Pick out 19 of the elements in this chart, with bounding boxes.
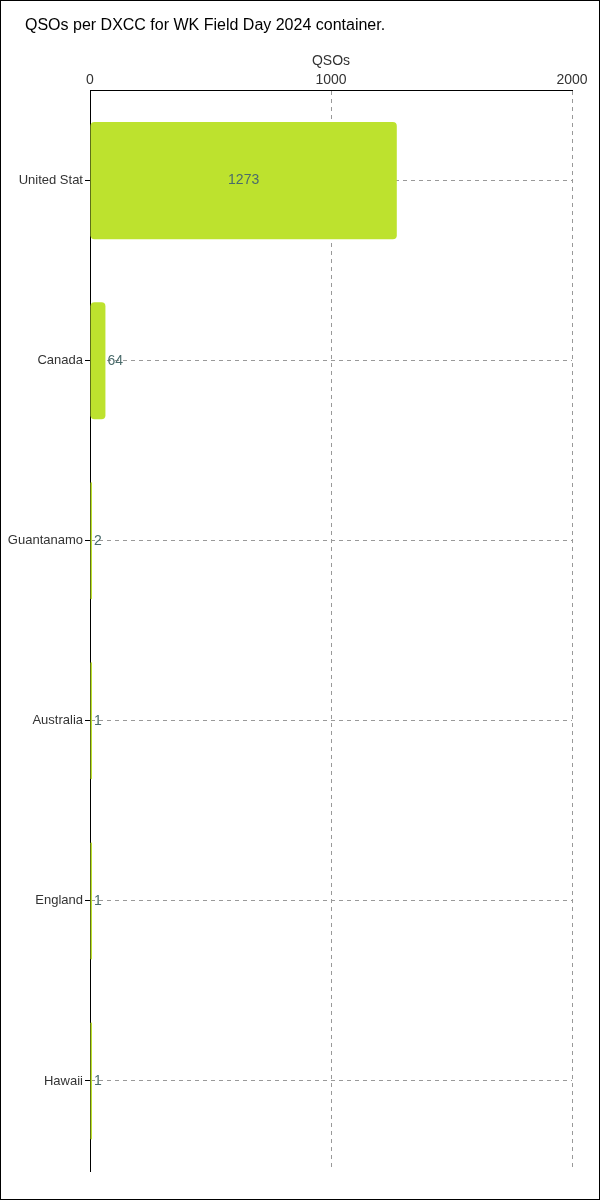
bar (90, 122, 397, 240)
y-tick-label: Hawaii (43, 1072, 84, 1088)
y-tick-label: England (35, 892, 83, 908)
data-label: 1273 (228, 171, 260, 188)
chart-title: QSOs per DXCC for WK Field Day 2024 container. (25, 16, 386, 34)
y-tick-label: United Stat (18, 172, 84, 188)
x-tick-label: 0 (86, 71, 95, 88)
data-label: 1 (94, 1071, 102, 1088)
y-tick-label: Australia (32, 712, 84, 728)
x-tick-label: 1000 (315, 71, 347, 88)
bar (90, 302, 106, 420)
data-label: 2 (94, 531, 102, 548)
y-tick-label: Canada (37, 352, 84, 368)
data-label: 64 (107, 351, 124, 368)
y-tick-label: Guantanamo (7, 532, 83, 548)
data-label: 1 (94, 711, 102, 728)
x-tick-label: 2000 (556, 71, 588, 88)
x-axis-title: QSOs (311, 52, 351, 69)
data-label: 1 (94, 891, 102, 908)
